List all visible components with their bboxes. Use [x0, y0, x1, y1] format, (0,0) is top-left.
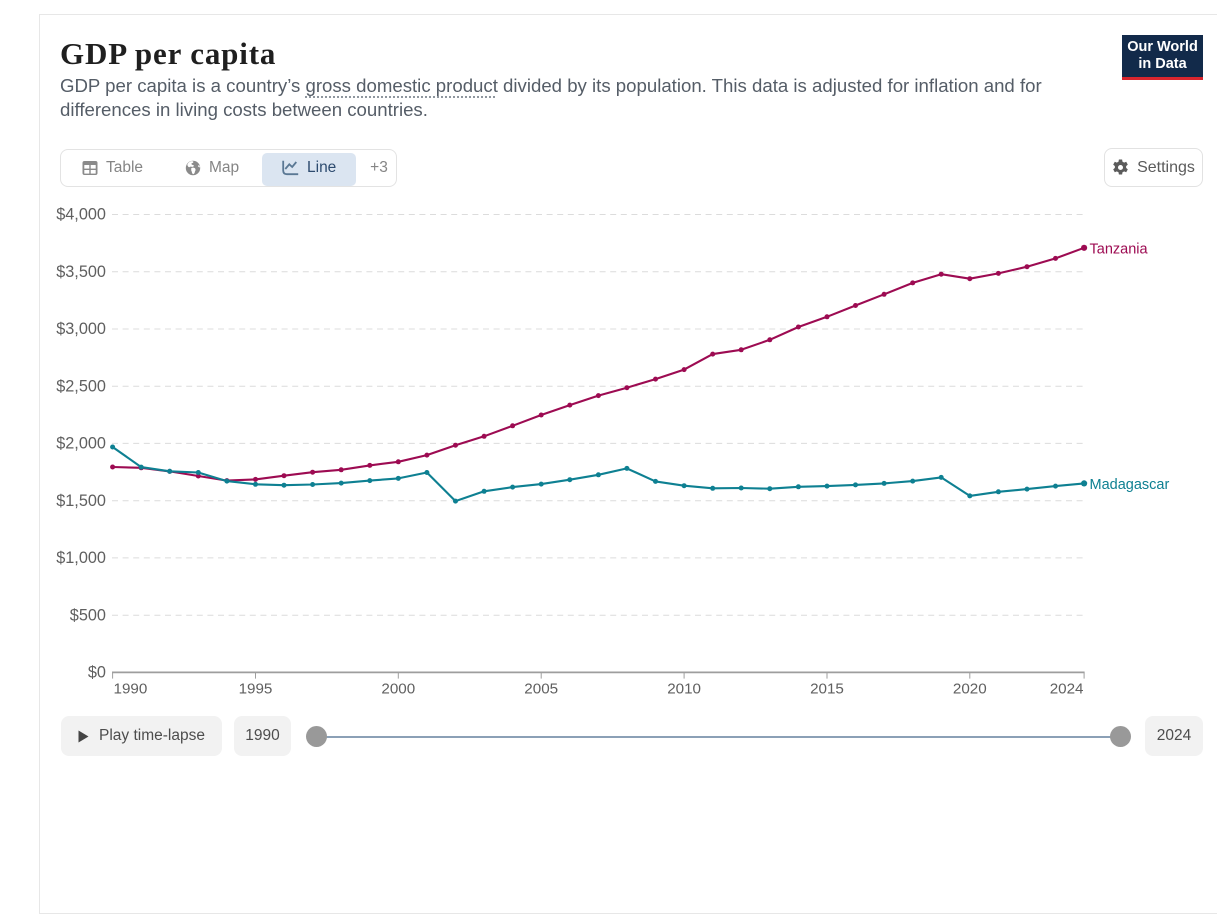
svg-text:$500: $500: [70, 606, 106, 624]
svg-text:$1,000: $1,000: [56, 549, 106, 567]
svg-text:$2,000: $2,000: [56, 435, 106, 453]
svg-text:2015: 2015: [810, 681, 844, 698]
svg-text:$3,500: $3,500: [56, 263, 106, 281]
svg-text:2010: 2010: [667, 681, 701, 698]
svg-text:$4,000: $4,000: [56, 206, 106, 224]
svg-text:Madagascar: Madagascar: [1090, 477, 1170, 493]
svg-text:2005: 2005: [524, 681, 558, 698]
svg-text:2000: 2000: [381, 681, 415, 698]
svg-text:2020: 2020: [953, 681, 987, 698]
svg-text:$0: $0: [88, 664, 106, 682]
svg-text:$1,500: $1,500: [56, 492, 106, 510]
svg-text:2024: 2024: [1050, 681, 1084, 698]
svg-text:1995: 1995: [239, 681, 273, 698]
svg-text:$2,500: $2,500: [56, 377, 106, 395]
svg-text:1990: 1990: [114, 681, 148, 698]
svg-text:Tanzania: Tanzania: [1090, 241, 1149, 257]
svg-text:$3,000: $3,000: [56, 320, 106, 338]
